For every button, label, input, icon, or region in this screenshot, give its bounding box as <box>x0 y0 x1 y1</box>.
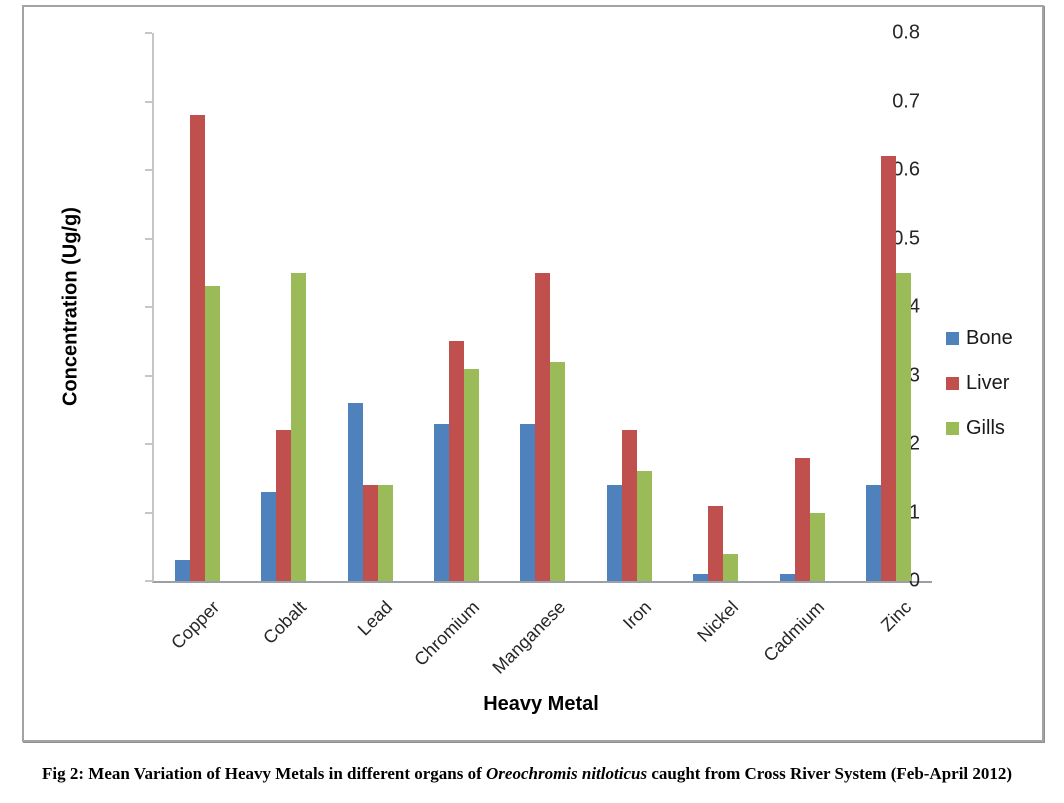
caption-species-name: Oreochromis nitloticus <box>486 764 648 783</box>
y-tick-mark <box>145 100 152 103</box>
legend-swatch-icon <box>946 332 959 345</box>
bar-gills-copper <box>204 286 220 581</box>
bar-group-cadmium <box>779 33 825 581</box>
bar-gills-lead <box>377 485 393 581</box>
x-tick-label-iron: Iron <box>619 597 656 634</box>
y-tick-mark <box>145 237 152 240</box>
y-tick-mark <box>145 443 152 445</box>
chart-legend: Bone Liver Gills <box>946 327 1013 440</box>
bar-liver-cadmium <box>794 457 810 581</box>
bar-bone-lead <box>347 402 363 581</box>
bar-gills-iron <box>636 471 652 581</box>
bar-bone-nickel <box>693 574 709 581</box>
y-tick-mark <box>145 169 152 171</box>
bar-liver-chromium <box>449 341 465 581</box>
x-tick-label-copper: Copper <box>167 597 224 653</box>
legend-entry-gills: Gills <box>946 417 1013 440</box>
bar-liver-iron <box>621 430 637 581</box>
bar-group-manganese <box>520 33 566 581</box>
bar-group-iron <box>606 33 652 581</box>
legend-label: Liver <box>966 372 1010 394</box>
y-tick-mark <box>145 580 152 582</box>
bar-gills-zinc <box>896 272 912 581</box>
bar-bone-iron <box>606 485 622 581</box>
x-axis-title: Heavy Metal <box>483 693 599 715</box>
bar-gills-nickel <box>723 553 739 581</box>
legend-label: Gills <box>966 417 1005 439</box>
x-tick-label-manganese: Manganese <box>488 597 570 678</box>
bar-liver-cobalt <box>276 430 292 581</box>
y-tick-label: 0 <box>908 569 920 592</box>
bar-bone-cobalt <box>261 492 277 581</box>
y-tick-label: 0.5 <box>892 227 920 249</box>
legend-entry-bone: Bone <box>946 327 1013 350</box>
bar-group-zinc <box>866 33 912 581</box>
legend-entry-liver: Liver <box>946 372 1013 395</box>
bar-bone-zinc <box>866 485 882 581</box>
bar-liver-zinc <box>881 156 897 581</box>
bar-bone-manganese <box>520 423 536 581</box>
bar-bone-copper <box>174 560 190 581</box>
plot-area: 00.10.20.30.40.50.60.70.8 <box>145 22 932 592</box>
y-tick-label: 0.7 <box>892 90 920 112</box>
x-tick-label-nickel: Nickel <box>693 597 743 646</box>
bar-gills-chromium <box>464 368 480 581</box>
bar-group-cobalt <box>261 33 307 581</box>
x-tick-label-cobalt: Cobalt <box>258 597 310 648</box>
legend-swatch-icon <box>946 377 959 390</box>
x-axis-labels: Copper Cobalt Lead Chromium Manganese Iron Nic… <box>152 583 930 693</box>
figure-caption: Fig 2: Mean Variation of Heavy Metals in… <box>42 764 1047 784</box>
y-tick-mark <box>145 306 152 308</box>
x-tick-label-lead: Lead <box>353 597 397 640</box>
chart-figure: Concentration (Ug/g) 00.10.20.30.40.50.6… <box>22 5 1044 742</box>
x-tick-label-zinc: Zinc <box>876 597 915 636</box>
bar-bone-cadmium <box>779 574 795 581</box>
caption-suffix: caught from Cross River System (Feb-Apri… <box>647 764 1013 783</box>
bar-gills-cadmium <box>809 512 825 581</box>
y-tick-mark <box>145 32 152 34</box>
caption-prefix: Fig 2: Mean Variation of Heavy Metals in… <box>42 764 487 783</box>
bar-group-lead <box>347 33 393 581</box>
bar-group-chromium <box>434 33 480 581</box>
x-tick-label-cadmium: Cadmium <box>759 597 829 666</box>
y-tick-label: 0.6 <box>892 158 920 181</box>
bar-liver-copper <box>189 115 205 581</box>
y-tick-mark <box>145 511 152 514</box>
legend-swatch-icon <box>946 422 959 435</box>
bar-group-copper <box>174 33 220 581</box>
bar-gills-manganese <box>550 361 566 581</box>
x-tick-label-chromium: Chromium <box>409 597 483 670</box>
bar-liver-manganese <box>535 272 551 581</box>
bar-liver-nickel <box>708 505 724 581</box>
bar-group-nickel <box>693 33 739 581</box>
y-axis-title: Concentration (Ug/g) <box>59 207 82 407</box>
y-tick-label: 0.8 <box>892 21 920 44</box>
bars-layer <box>154 33 932 581</box>
bar-gills-cobalt <box>291 272 307 581</box>
bar-bone-chromium <box>434 423 450 581</box>
y-tick-mark <box>145 374 152 377</box>
legend-label: Bone <box>966 327 1013 349</box>
bar-liver-lead <box>362 485 378 581</box>
